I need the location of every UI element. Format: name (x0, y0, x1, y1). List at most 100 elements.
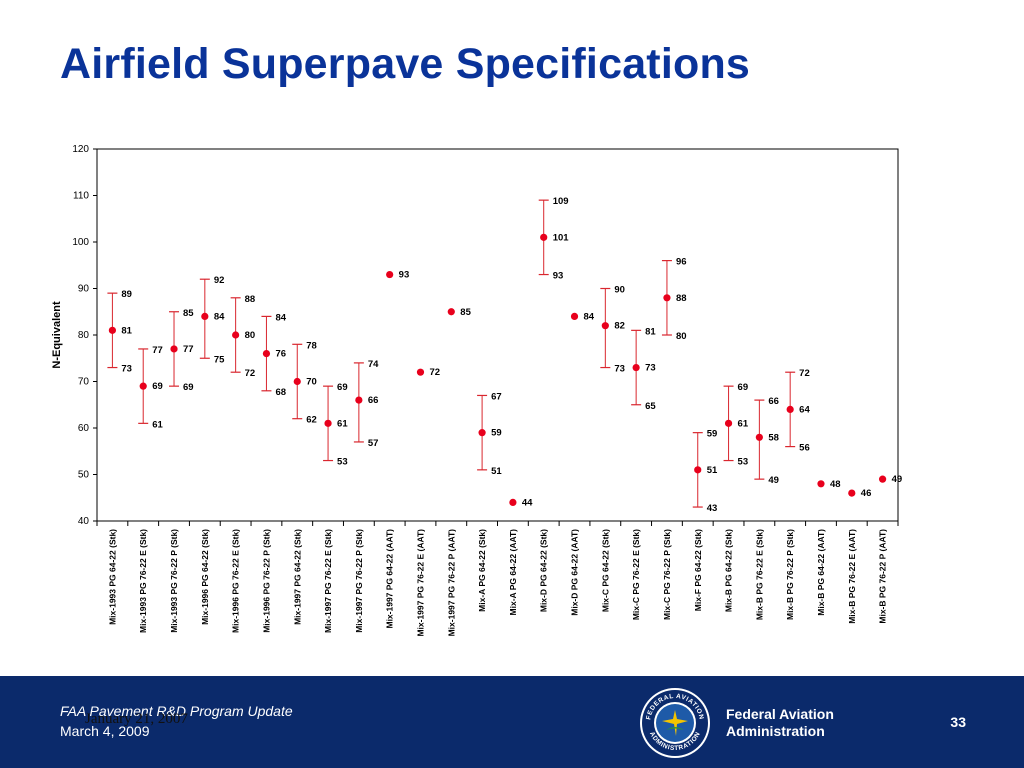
data-point (232, 331, 240, 339)
upper-value-label: 92 (214, 275, 225, 286)
data-point (786, 405, 794, 413)
agency-name-line1: Federal Aviation (726, 706, 834, 722)
x-category-label: Mix-1993 PG 64-22 (Stk) (107, 529, 117, 625)
data-point (108, 326, 117, 334)
y-axis-label: N-Equivalent (51, 301, 63, 369)
upper-value-label: 59 (707, 429, 718, 440)
data-point (663, 294, 671, 302)
lower-value-label: 53 (738, 457, 749, 468)
x-category-label: Mix-1997 PG 76-22 E (AAT) (415, 529, 425, 637)
value-label: 85 (460, 307, 471, 318)
lower-value-label: 62 (306, 415, 317, 426)
x-category-label: Mix-1997 PG 64-22 (AAT) (385, 529, 395, 629)
x-category-label: Mix-B PG 64-22 (Stk) (724, 529, 734, 612)
upper-value-label: 96 (676, 257, 687, 268)
upper-value-label: 85 (183, 308, 194, 319)
data-point (724, 419, 733, 427)
data-point (755, 433, 763, 441)
data-point (447, 308, 455, 316)
agency-name: Federal Aviation Administration (726, 706, 834, 740)
x-category-label: Mix-1996 PG 76-22 E (Stk) (231, 529, 241, 633)
value-label: 44 (522, 497, 533, 508)
value-label: 59 (491, 428, 502, 439)
value-label: 77 (183, 344, 194, 355)
lower-value-label: 68 (275, 387, 286, 398)
data-point (139, 382, 147, 390)
x-category-label: Mix-B PG 64-22 (AAT) (816, 529, 826, 616)
data-point (601, 322, 609, 330)
value-label: 51 (707, 465, 718, 476)
upper-value-label: 109 (553, 196, 569, 207)
agency-name-line2: Administration (726, 723, 825, 739)
data-point (478, 429, 486, 437)
upper-value-label: 69 (337, 382, 348, 393)
lower-value-label: 93 (553, 271, 564, 282)
y-tick-label: 110 (73, 191, 89, 202)
data-point (509, 498, 517, 506)
x-category-label: Mix-1996 PG 64-22 (Stk) (200, 529, 210, 625)
upper-value-label: 78 (306, 340, 317, 351)
data-point (324, 419, 332, 427)
upper-value-label: 89 (121, 289, 132, 300)
x-category-label: Mix-1997 PG 64-22 (Stk) (292, 529, 302, 625)
lower-value-label: 75 (214, 354, 225, 365)
value-label: 70 (306, 377, 317, 388)
data-point (416, 368, 425, 376)
x-category-label: Mix-A PG 64-22 (AAT) (508, 529, 518, 616)
value-label: 88 (676, 293, 687, 304)
value-label: 64 (799, 404, 810, 415)
lower-value-label: 80 (676, 331, 687, 342)
lower-value-label: 69 (183, 382, 194, 393)
value-label: 84 (584, 311, 595, 322)
value-label: 93 (399, 270, 410, 281)
value-label: 61 (337, 418, 348, 429)
value-label: 81 (121, 325, 132, 336)
value-label: 82 (614, 321, 625, 332)
upper-value-label: 84 (275, 312, 286, 323)
y-tick-label: 50 (78, 470, 90, 481)
value-label: 49 (892, 474, 903, 485)
data-point (694, 466, 702, 474)
upper-value-label: 72 (799, 368, 810, 379)
y-tick-label: 60 (78, 423, 90, 434)
data-point (632, 363, 640, 372)
lower-value-label: 72 (245, 368, 256, 379)
data-point (262, 350, 271, 358)
value-label: 80 (245, 330, 256, 341)
upper-value-label: 67 (491, 391, 502, 402)
data-point (540, 233, 548, 241)
x-category-label: Mix-A PG 64-22 (Stk) (477, 529, 487, 612)
value-label: 48 (830, 479, 841, 490)
value-label: 76 (275, 349, 286, 360)
data-point (817, 480, 825, 488)
upper-value-label: 74 (368, 359, 379, 370)
value-label: 73 (645, 363, 656, 374)
footer-overlap-date: January 21, 2007 (85, 711, 188, 727)
x-category-label: Mix-D PG 64-22 (Stk) (539, 529, 549, 612)
x-category-label: Mix-1993 PG 76-22 E (Stk) (138, 529, 148, 633)
lower-value-label: 73 (121, 364, 132, 375)
x-category-label: Mix-1997 PG 76-22 E (Stk) (323, 529, 333, 633)
x-category-label: Mix-1996 PG 76-22 P (Stk) (261, 529, 271, 633)
value-label: 61 (738, 418, 749, 429)
x-category-label: Mix-1997 PG 76-22 P (AAT) (446, 529, 456, 637)
x-category-label: Mix-F PG 64-22 (Stk) (693, 529, 703, 611)
data-point (386, 270, 394, 279)
upper-value-label: 66 (768, 396, 779, 407)
lower-value-label: 57 (368, 438, 379, 449)
n-equivalent-chart: 40 50 60 70 80 90 100 110 120 N-Equivalent Mix-199… (51, 144, 903, 637)
upper-value-label: 77 (152, 345, 163, 356)
upper-value-label: 90 (614, 285, 625, 296)
x-category-label: Mix-C PG 76-22 P (Stk) (662, 529, 672, 620)
slide-title: Airfield Superpave Specifications (60, 40, 751, 88)
lower-value-label: 65 (645, 401, 656, 412)
value-label: 69 (152, 381, 163, 392)
y-tick-label: 100 (72, 237, 89, 248)
data-point (170, 345, 178, 353)
data-point (293, 377, 301, 386)
y-tick-label: 120 (72, 144, 89, 155)
x-category-label: Mix-B PG 76-22 P (Stk) (785, 529, 795, 620)
lower-value-label: 61 (152, 419, 163, 430)
y-tick-label: 80 (78, 330, 90, 341)
x-category-label: Mix-1993 PG 76-22 P (Stk) (169, 529, 179, 633)
